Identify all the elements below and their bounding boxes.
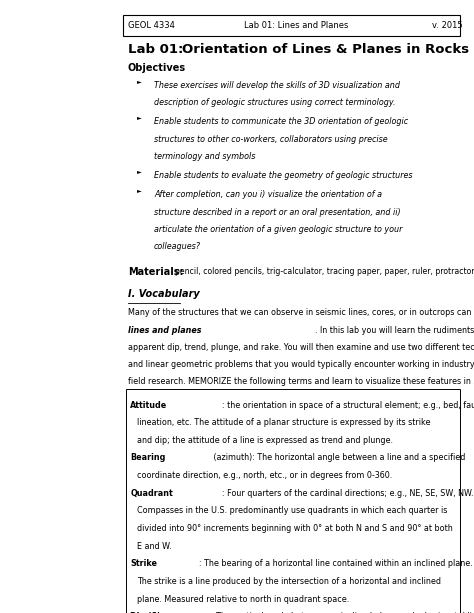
- Text: : Four quarters of the cardinal directions; e.g., NE, SE, SW, NW.: : Four quarters of the cardinal directio…: [222, 489, 474, 498]
- Text: structures to other co-workers, collaborators using precise: structures to other co-workers, collabor…: [154, 134, 388, 143]
- Text: and linear geometric problems that you would typically encounter working in indu: and linear geometric problems that you w…: [128, 360, 474, 369]
- Text: Bearing: Bearing: [130, 454, 166, 462]
- Text: apparent dip, trend, plunge, and rake. You will then examine and use two differe: apparent dip, trend, plunge, and rake. Y…: [128, 343, 474, 352]
- Text: Lab 01: Lines and Planes: Lab 01: Lines and Planes: [244, 21, 348, 30]
- Text: These exercises will develop the skills of 3D visualization and: These exercises will develop the skills …: [154, 81, 400, 89]
- Text: colleagues?: colleagues?: [154, 242, 201, 251]
- Text: ►: ►: [137, 169, 142, 174]
- Text: Lab 01:: Lab 01:: [128, 43, 183, 56]
- Text: v. 2015: v. 2015: [431, 21, 462, 30]
- Text: plane. Measured relative to north in quadrant space.: plane. Measured relative to north in qua…: [137, 595, 350, 604]
- Text: Enable students to communicate the 3D orientation of geologic: Enable students to communicate the 3D or…: [154, 117, 408, 126]
- Text: The strike is a line produced by the intersection of a horizontal and inclined: The strike is a line produced by the int…: [137, 577, 441, 586]
- Text: GEOL 4334: GEOL 4334: [128, 21, 175, 30]
- Text: structure described in a report or an oral presentation, and ii): structure described in a report or an or…: [154, 208, 401, 216]
- Text: Compasses in the U.S. predominantly use quadrants in which each quarter is: Compasses in the U.S. predominantly use …: [137, 506, 448, 516]
- Text: Many of the structures that we can observe in seismic lines, cores, or in outcro: Many of the structures that we can obser…: [128, 308, 474, 318]
- Text: description of geologic structures using correct terminology.: description of geologic structures using…: [154, 98, 395, 107]
- Text: . In this lab you will learn the rudiments of structural orientation, including : . In this lab you will learn the rudimen…: [315, 326, 474, 335]
- Text: E and W.: E and W.: [137, 542, 172, 550]
- Text: Objectives: Objectives: [128, 63, 186, 73]
- Text: I. Vocabulary: I. Vocabulary: [128, 289, 200, 299]
- Text: pencil, colored pencils, trig-calculator, tracing paper, paper, ruler, protracto: pencil, colored pencils, trig-calculator…: [175, 267, 474, 276]
- Text: Materials:: Materials:: [128, 267, 183, 277]
- Text: : The bearing of a horizontal line contained within an inclined plane.: : The bearing of a horizontal line conta…: [199, 560, 473, 568]
- Text: Attitude: Attitude: [130, 400, 168, 409]
- Text: (azimuth): The horizontal angle between a line and a specified: (azimuth): The horizontal angle between …: [211, 454, 465, 462]
- Text: : The vertical angle between an inclined plane and a horizontal line: : The vertical angle between an inclined…: [211, 612, 474, 613]
- Text: After completion, can you i) visualize the orientation of a: After completion, can you i) visualize t…: [154, 190, 382, 199]
- Text: Enable students to evaluate the geometry of geologic structures: Enable students to evaluate the geometry…: [154, 171, 412, 180]
- Text: ►: ►: [137, 115, 142, 120]
- Text: Dip (δ): Dip (δ): [130, 612, 161, 613]
- Text: lineation, etc. The attitude of a planar structure is expressed by its strike: lineation, etc. The attitude of a planar…: [137, 418, 431, 427]
- Text: ►: ►: [137, 188, 142, 194]
- Text: divided into 90° increments beginning with 0° at both N and S and 90° at both: divided into 90° increments beginning wi…: [137, 524, 453, 533]
- Text: field research. MEMORIZE the following terms and learn to visualize these featur: field research. MEMORIZE the following t…: [128, 378, 474, 386]
- Text: Orientation of Lines & Planes in Rocks: Orientation of Lines & Planes in Rocks: [182, 43, 470, 56]
- Text: terminology and symbols: terminology and symbols: [154, 152, 255, 161]
- Text: ►: ►: [137, 79, 142, 84]
- Text: lines and planes: lines and planes: [128, 326, 201, 335]
- Bar: [126, 389, 460, 613]
- Text: : the orientation in space of a structural element; e.g., bed, fault,: : the orientation in space of a structur…: [222, 400, 474, 409]
- Text: Strike: Strike: [130, 560, 157, 568]
- Text: articulate the orientation of a given geologic structure to your: articulate the orientation of a given ge…: [154, 225, 402, 234]
- Text: and dip; the attitude of a line is expressed as trend and plunge.: and dip; the attitude of a line is expre…: [137, 436, 393, 445]
- Text: coordinate direction, e.g., north, etc., or in degrees from 0-360.: coordinate direction, e.g., north, etc.,…: [137, 471, 393, 480]
- Text: Quadrant: Quadrant: [130, 489, 173, 498]
- Bar: [123, 15, 460, 36]
